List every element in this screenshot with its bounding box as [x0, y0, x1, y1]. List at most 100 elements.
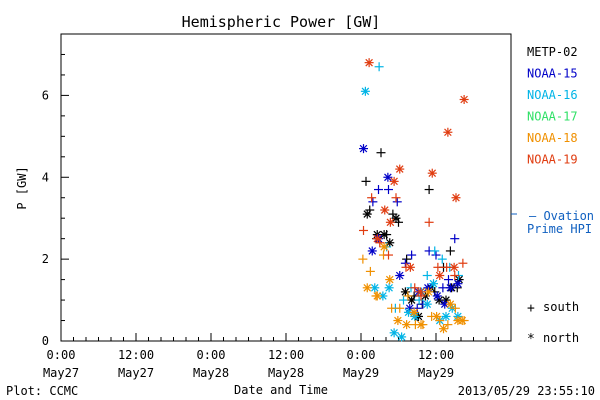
- marker-legend-south-label: south: [543, 300, 579, 314]
- north-point-d2: [365, 58, 373, 67]
- north-point-marker: [379, 230, 389, 240]
- north-point-d2: [386, 218, 395, 227]
- north-point-d2: [439, 324, 448, 333]
- north-point-marker: [457, 316, 467, 326]
- south-point-marker: [374, 62, 384, 72]
- marker-legend-north-symbol: *: [527, 332, 535, 347]
- north-point-d2: [450, 263, 458, 272]
- legend-entry: METP-02: [527, 45, 578, 59]
- north-point-d2: [380, 206, 389, 214]
- north-point-d2: [417, 320, 425, 329]
- south-point-marker: [392, 197, 402, 207]
- north-point-marker: [372, 234, 382, 244]
- south-point-marker: [376, 148, 386, 158]
- north-point-d2: [402, 320, 411, 329]
- y-tick-label: 6: [42, 88, 49, 102]
- axis-layer: 0 2 4 6 0:00 May27 12:00 May27 0:00 May28 12:00 May…: [42, 53, 517, 380]
- south-point-marker: [437, 254, 447, 264]
- north-point-d2: [416, 288, 425, 296]
- north-point-d2: [428, 169, 437, 177]
- north-point-marker: [432, 311, 442, 321]
- north-point-d2: [432, 312, 441, 321]
- y-tick-label: 4: [42, 170, 49, 184]
- north-point-d2: [363, 283, 372, 292]
- north-point-marker: [360, 86, 370, 96]
- north-point-marker: [367, 246, 377, 256]
- north-point-marker: [427, 168, 437, 178]
- north-point-d2: [458, 316, 467, 325]
- south-point-marker: [359, 225, 368, 235]
- north-point-d2: [424, 283, 432, 292]
- south-point-marker: [431, 250, 441, 260]
- north-point-marker: [459, 94, 469, 104]
- x-axis-label: Date and Time: [234, 383, 328, 397]
- north-point-marker: [379, 242, 389, 252]
- legend-entry: NOAA-15: [527, 67, 578, 81]
- north-point-d2: [446, 300, 455, 308]
- south-point-marker: [450, 234, 460, 244]
- ovation-annotation-line2: Prime HPI: [527, 222, 592, 236]
- north-point-d2: [423, 300, 432, 308]
- legend-entry: NOAA-16: [527, 88, 578, 102]
- north-point-d2: [370, 283, 379, 292]
- north-point-marker: [445, 299, 455, 309]
- x-tick-date-label: May28: [268, 366, 304, 380]
- north-point-d2: [361, 87, 370, 96]
- north-point-marker: [397, 332, 407, 342]
- south-point-marker: [424, 185, 434, 195]
- south-point-marker: [433, 262, 443, 272]
- north-point-marker: [445, 283, 455, 293]
- plot-frame: [60, 33, 512, 342]
- legend-entry: NOAA-19: [527, 153, 578, 167]
- footer-timestamp: 2013/05/29 23:55:10: [458, 384, 595, 398]
- north-point-marker: [364, 58, 374, 68]
- north-point-marker: [435, 271, 445, 281]
- x-tick-date-label: May27: [118, 366, 154, 380]
- north-point-d2: [401, 288, 410, 296]
- north-point-d2: [394, 316, 402, 325]
- south-point-marker: [450, 303, 460, 313]
- north-point-marker: [415, 287, 425, 297]
- north-point-marker: [407, 295, 417, 305]
- chart-title: Hemispheric Power [GW]: [182, 13, 381, 31]
- north-point-marker: [362, 209, 372, 219]
- south-point-marker: [391, 193, 401, 203]
- north-point-d2: [397, 333, 406, 341]
- south-point-marker: [445, 246, 455, 256]
- north-point-d2: [406, 263, 415, 272]
- south-point-marker: [450, 271, 460, 281]
- north-point-d2: [390, 329, 398, 337]
- data-points: [358, 58, 469, 342]
- north-point-marker: [359, 144, 368, 154]
- footer-plot-credit: Plot: CCMC: [6, 384, 78, 398]
- south-point-marker: [384, 250, 393, 260]
- north-point-d2: [410, 312, 419, 321]
- north-point-marker: [391, 213, 401, 223]
- x-tick-time-label: 12:00: [418, 348, 454, 362]
- north-point-d2: [452, 193, 460, 202]
- north-point-marker: [389, 328, 399, 338]
- north-point-marker: [395, 164, 405, 174]
- south-point-marker: [422, 271, 432, 281]
- south-point-marker: [424, 217, 434, 227]
- north-point-marker: [395, 271, 405, 281]
- north-point-d2: [410, 308, 418, 317]
- north-point-marker: [453, 279, 463, 289]
- north-point-marker: [422, 299, 432, 309]
- north-point-d2: [379, 292, 387, 300]
- marker-legend-north-label: north: [543, 331, 579, 345]
- north-point-marker: [372, 291, 382, 301]
- north-point-marker: [393, 316, 403, 326]
- south-point-marker: [395, 303, 405, 313]
- north-point-marker: [362, 283, 372, 293]
- north-point-d2: [392, 214, 400, 222]
- x-tick-date-label: May29: [418, 366, 454, 380]
- south-point-marker: [400, 258, 410, 268]
- north-point-d2: [435, 271, 444, 280]
- south-point-marker: [444, 275, 453, 285]
- north-point-marker: [384, 283, 394, 293]
- legend-entry: NOAA-18: [527, 131, 578, 145]
- south-point-marker: [387, 303, 397, 313]
- y-tick-label: 0: [42, 334, 49, 348]
- north-point-d2: [424, 288, 433, 296]
